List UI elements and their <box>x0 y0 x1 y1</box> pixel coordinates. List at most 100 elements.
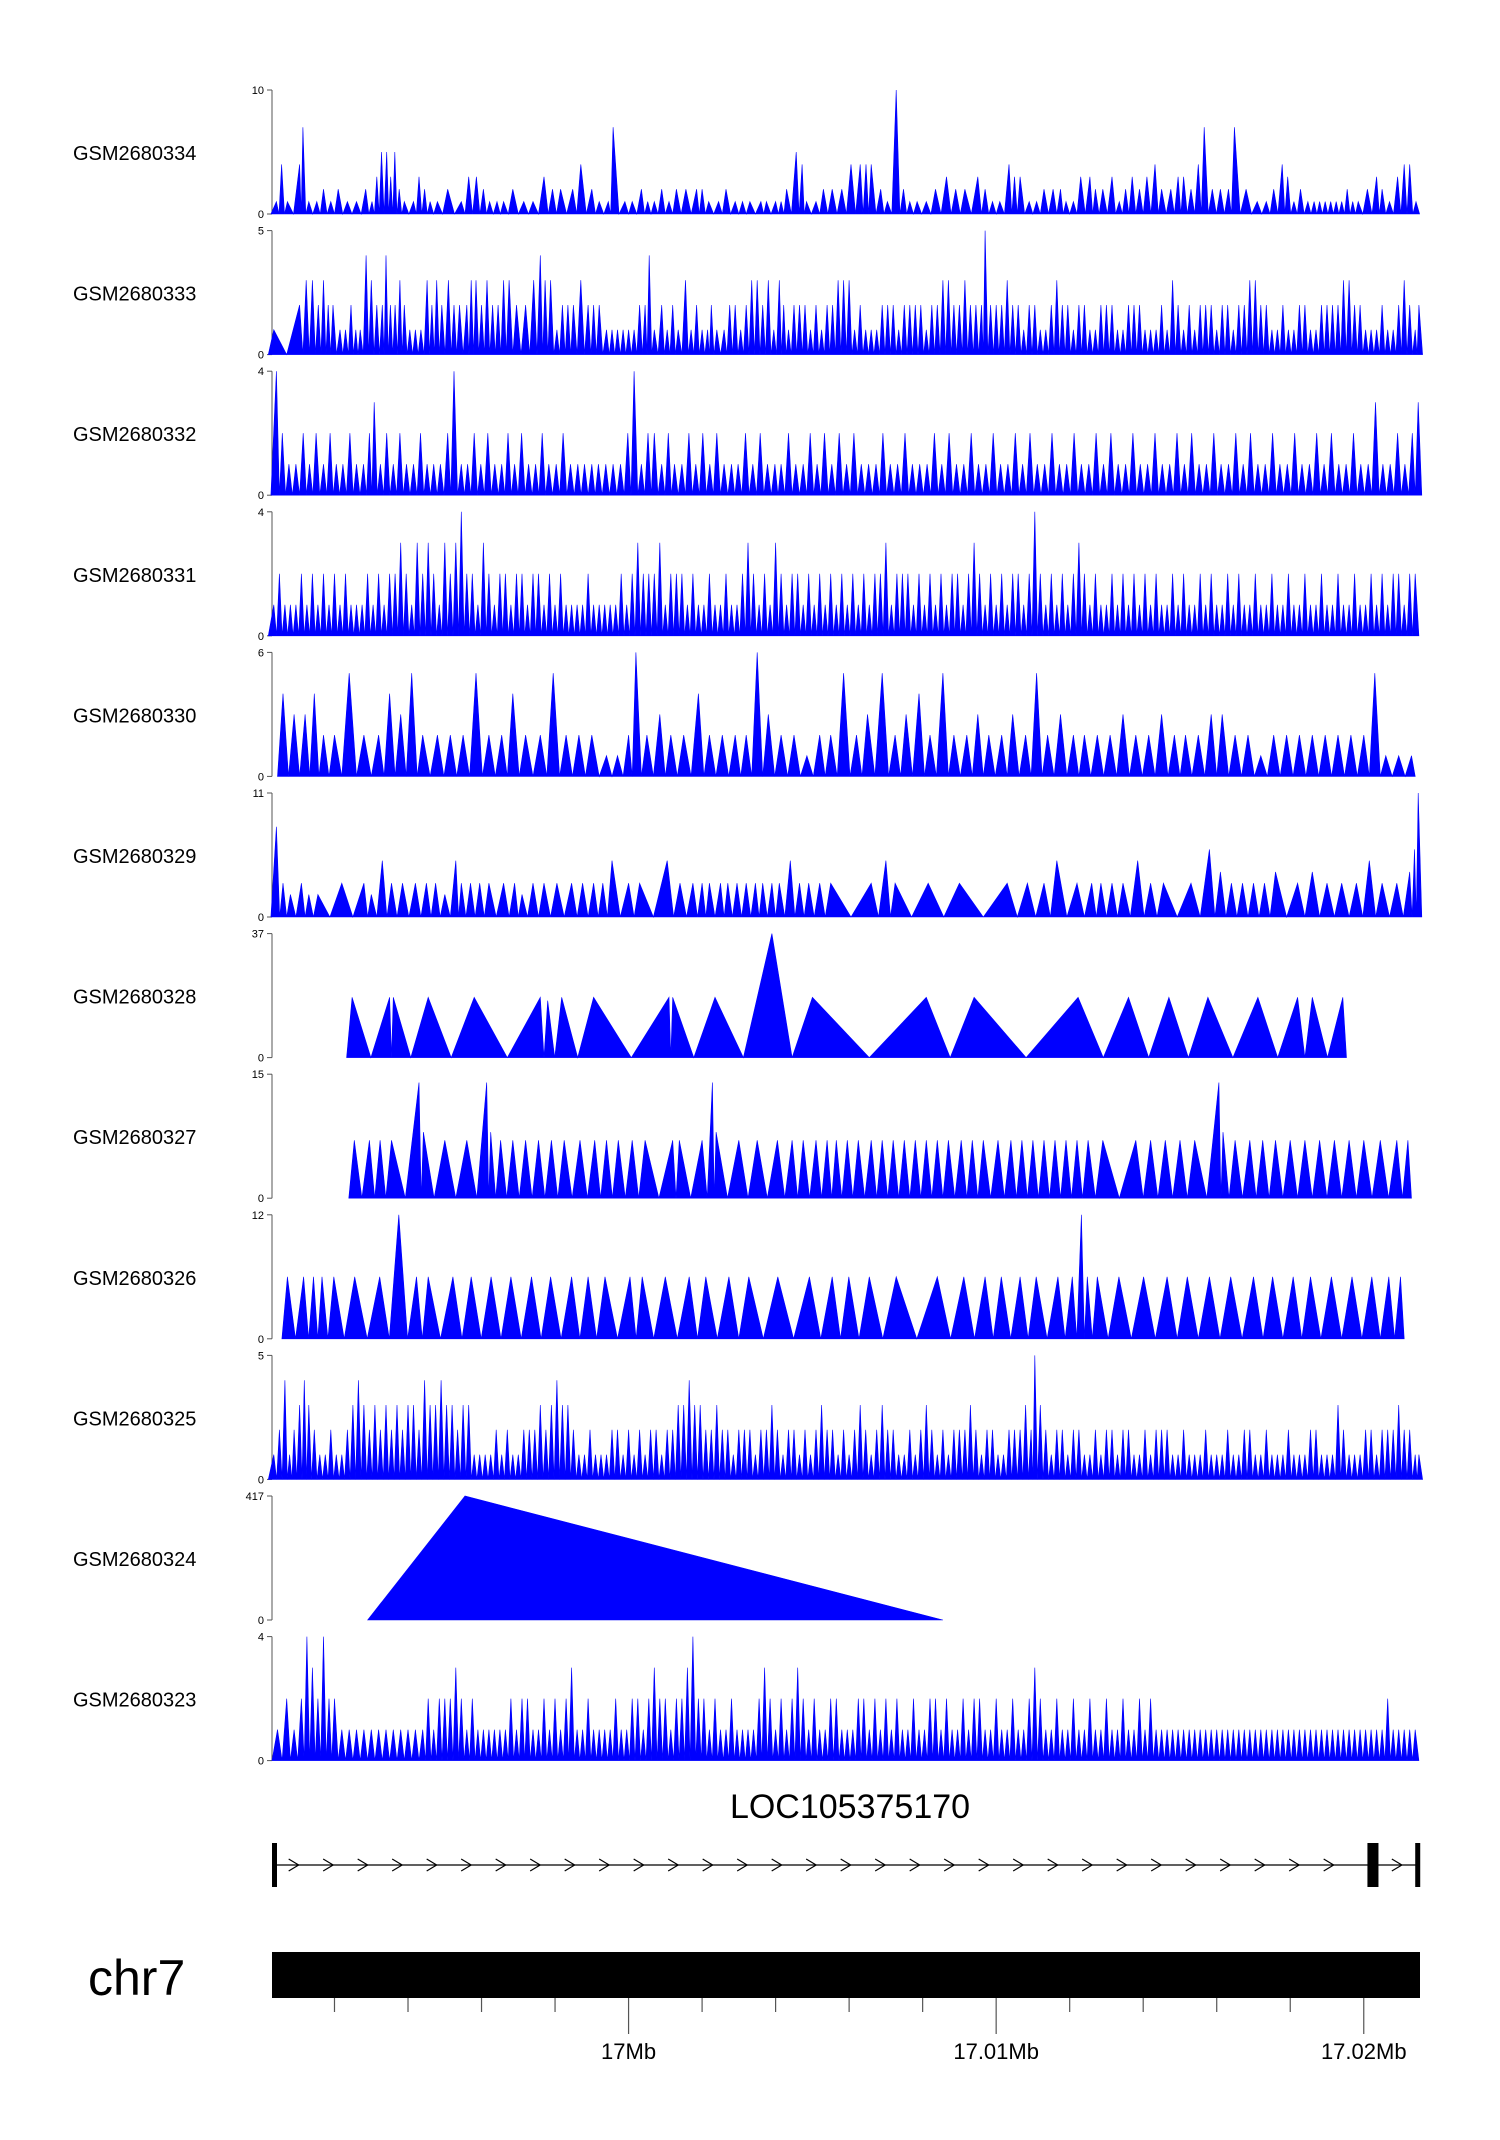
major-tick-label: 17.01Mb <box>953 2039 1039 2064</box>
strand-arrow <box>1254 1858 1266 1872</box>
strand-arrow <box>426 1858 438 1872</box>
track-GSM2680323: GSM2680323 4 0 <box>73 1632 1420 1768</box>
y-min-label: 0 <box>258 1193 264 1205</box>
track-GSM2680331: GSM2680331 4 0 <box>73 507 1420 643</box>
y-min-label: 0 <box>258 771 264 783</box>
strand-arrow <box>391 1858 404 1872</box>
coverage-area <box>267 1355 1423 1480</box>
y-max-label: 4 <box>258 366 264 378</box>
strand-arrow <box>874 1858 887 1872</box>
strand-arrow <box>978 1858 990 1872</box>
y-min-label: 0 <box>258 1615 264 1627</box>
track-GSM2680329: GSM2680329 11 0 <box>73 788 1423 924</box>
track-GSM2680325: GSM2680325 5 0 <box>73 1350 1423 1486</box>
track-GSM2680328: GSM2680328 37 0 <box>73 929 1347 1065</box>
strand-arrow <box>633 1858 645 1872</box>
strand-arrow <box>1047 1858 1059 1872</box>
coverage-area <box>270 792 1423 919</box>
track-label: GSM2680331 <box>73 565 196 587</box>
gene-exon <box>1415 1843 1421 1887</box>
coverage-area <box>270 371 1423 496</box>
y-max-label: 4 <box>258 507 264 519</box>
track-GSM2680330: GSM2680330 6 0 <box>73 647 1416 783</box>
track-label: GSM2680325 <box>73 1408 196 1430</box>
track-label: GSM2680334 <box>73 143 196 165</box>
signal-tracks: GSM2680334100GSM268033350GSM268033240GSM… <box>73 85 1423 1768</box>
track-label: GSM2680328 <box>73 987 196 1009</box>
strand-arrow <box>1012 1858 1025 1872</box>
strand-arrow <box>1081 1858 1094 1872</box>
strand-arrow <box>943 1858 956 1872</box>
strand-arrow <box>1219 1858 1232 1872</box>
coverage-area <box>267 511 1420 637</box>
track-GSM2680327: GSM2680327 15 0 <box>73 1069 1412 1205</box>
track-label: GSM2680330 <box>73 705 196 727</box>
y-min-label: 0 <box>258 1474 264 1486</box>
strand-arrow <box>460 1858 473 1872</box>
gene-name-label: LOC105375170 <box>730 1788 970 1826</box>
track-GSM2680332: GSM2680332 4 0 <box>73 366 1423 502</box>
y-max-label: 417 <box>246 1491 264 1503</box>
strand-arrow <box>909 1858 921 1872</box>
y-min-label: 0 <box>258 490 264 502</box>
track-label: GSM2680332 <box>73 424 196 446</box>
coverage-area <box>267 230 1423 356</box>
strand-arrow <box>771 1858 783 1872</box>
y-max-label: 5 <box>258 1350 264 1362</box>
track-label: GSM2680326 <box>73 1268 196 1290</box>
y-min-label: 0 <box>258 1756 264 1768</box>
y-max-label: 11 <box>253 788 264 800</box>
track-GSM2680326: GSM2680326 12 0 <box>73 1210 1405 1346</box>
y-min-label: 0 <box>258 631 264 643</box>
chromosome-label: chr7 <box>88 1950 185 2006</box>
y-min-label: 0 <box>258 209 264 221</box>
coverage-area <box>366 1495 943 1621</box>
strand-arrow <box>702 1858 714 1872</box>
strand-arrow <box>1116 1858 1128 1872</box>
strand-arrow <box>1185 1858 1197 1872</box>
track-GSM2680324: GSM2680324 417 0 <box>73 1491 943 1627</box>
strand-arrow <box>357 1858 369 1872</box>
y-max-label: 6 <box>258 647 264 659</box>
strand-arrow <box>529 1858 542 1872</box>
y-max-label: 10 <box>252 85 264 97</box>
strand-arrow <box>805 1858 818 1872</box>
major-tick-label: 17.02Mb <box>1321 2039 1407 2064</box>
y-max-label: 15 <box>252 1069 264 1081</box>
y-max-label: 5 <box>258 226 264 238</box>
coverage-area <box>348 1082 1412 1200</box>
strand-arrow <box>1323 1858 1335 1872</box>
chromosome-bar <box>272 1952 1420 1998</box>
y-min-label: 0 <box>258 350 264 362</box>
coverage-area <box>271 1636 1420 1761</box>
strand-arrow <box>495 1858 507 1872</box>
strand-arrow <box>322 1858 335 1872</box>
track-label: GSM2680324 <box>73 1549 196 1571</box>
y-min-label: 0 <box>258 1053 264 1065</box>
chromosome-ideogram: 17Mb 17.01Mb 17.02Mb <box>272 1952 1420 2064</box>
track-label: GSM2680329 <box>73 846 196 868</box>
gene-exon <box>1367 1843 1379 1887</box>
gene-exon <box>272 1843 277 1887</box>
gene-model <box>272 1843 1421 1887</box>
coverage-area <box>277 652 1416 778</box>
strand-arrow <box>667 1858 680 1872</box>
track-label: GSM2680333 <box>73 284 196 306</box>
coverage-area <box>270 89 1420 216</box>
track-GSM2680333: GSM2680333 5 0 <box>73 226 1423 362</box>
strand-arrow <box>1288 1858 1301 1872</box>
track-label: GSM2680323 <box>73 1690 196 1712</box>
strand-arrow <box>1150 1858 1163 1872</box>
strand-arrow <box>736 1858 749 1872</box>
y-min-label: 0 <box>258 912 264 924</box>
strand-arrow <box>840 1858 852 1872</box>
strand-arrow <box>1391 1858 1404 1872</box>
y-max-label: 12 <box>252 1210 264 1222</box>
strand-arrow <box>598 1858 611 1872</box>
y-max-label: 4 <box>258 1632 264 1644</box>
track-label: GSM2680327 <box>73 1127 196 1149</box>
coverage-area <box>346 933 1347 1059</box>
major-tick-label: 17Mb <box>601 2039 656 2064</box>
coverage-area <box>281 1214 1405 1340</box>
